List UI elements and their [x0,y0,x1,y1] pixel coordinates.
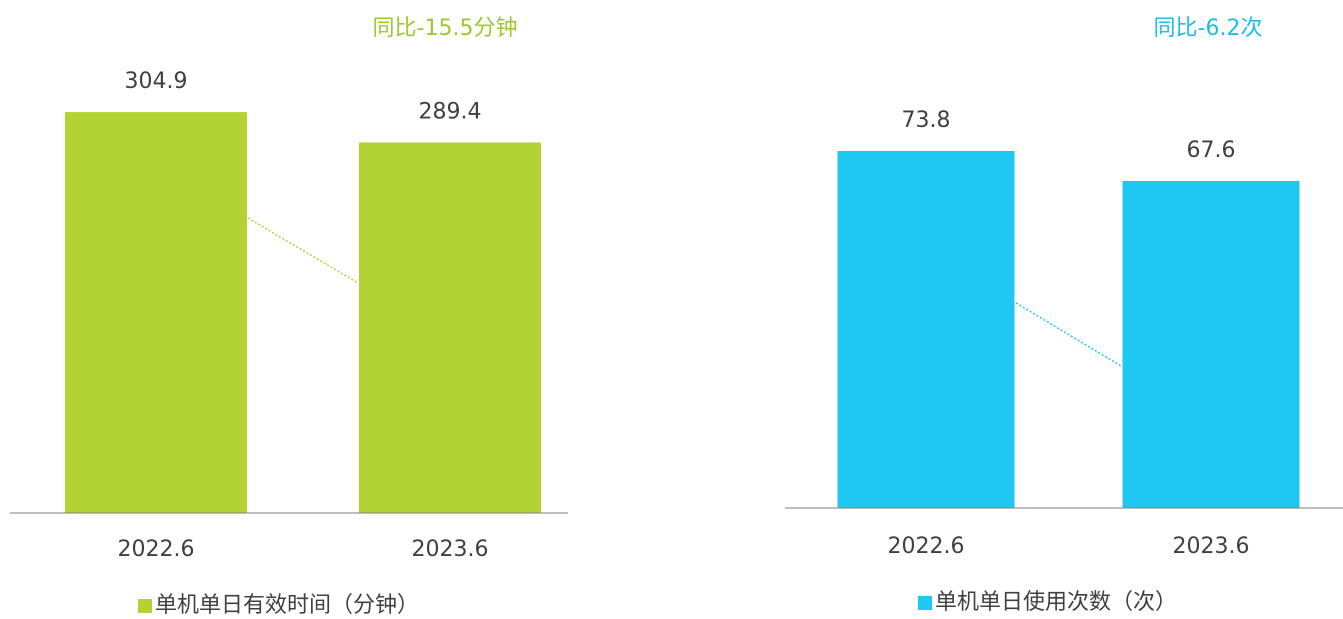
trend-line [1015,302,1122,367]
annotation: 同比-6.2次 [1154,16,1263,41]
value-label: 67.6 [1187,138,1236,163]
legend-swatch [918,596,932,610]
bar [837,150,1015,508]
bar [65,112,247,513]
value-label: 73.8 [902,108,951,133]
legend-label: 单机单日有效时间（分钟） [155,593,419,618]
bar [359,142,541,513]
annotation: 同比-15.5分钟 [373,16,518,41]
value-label: 289.4 [419,99,482,124]
bar [1122,180,1300,509]
value-label: 304.9 [125,69,188,94]
legend-swatch [138,599,152,613]
legend-label: 单机单日使用次数（次） [935,590,1177,615]
x-tick-label: 2023.6 [412,537,489,562]
x-tick-label: 2023.6 [1173,534,1250,559]
x-tick-label: 2022.6 [118,537,195,562]
trend-line [247,217,359,284]
x-tick-label: 2022.6 [888,534,965,559]
